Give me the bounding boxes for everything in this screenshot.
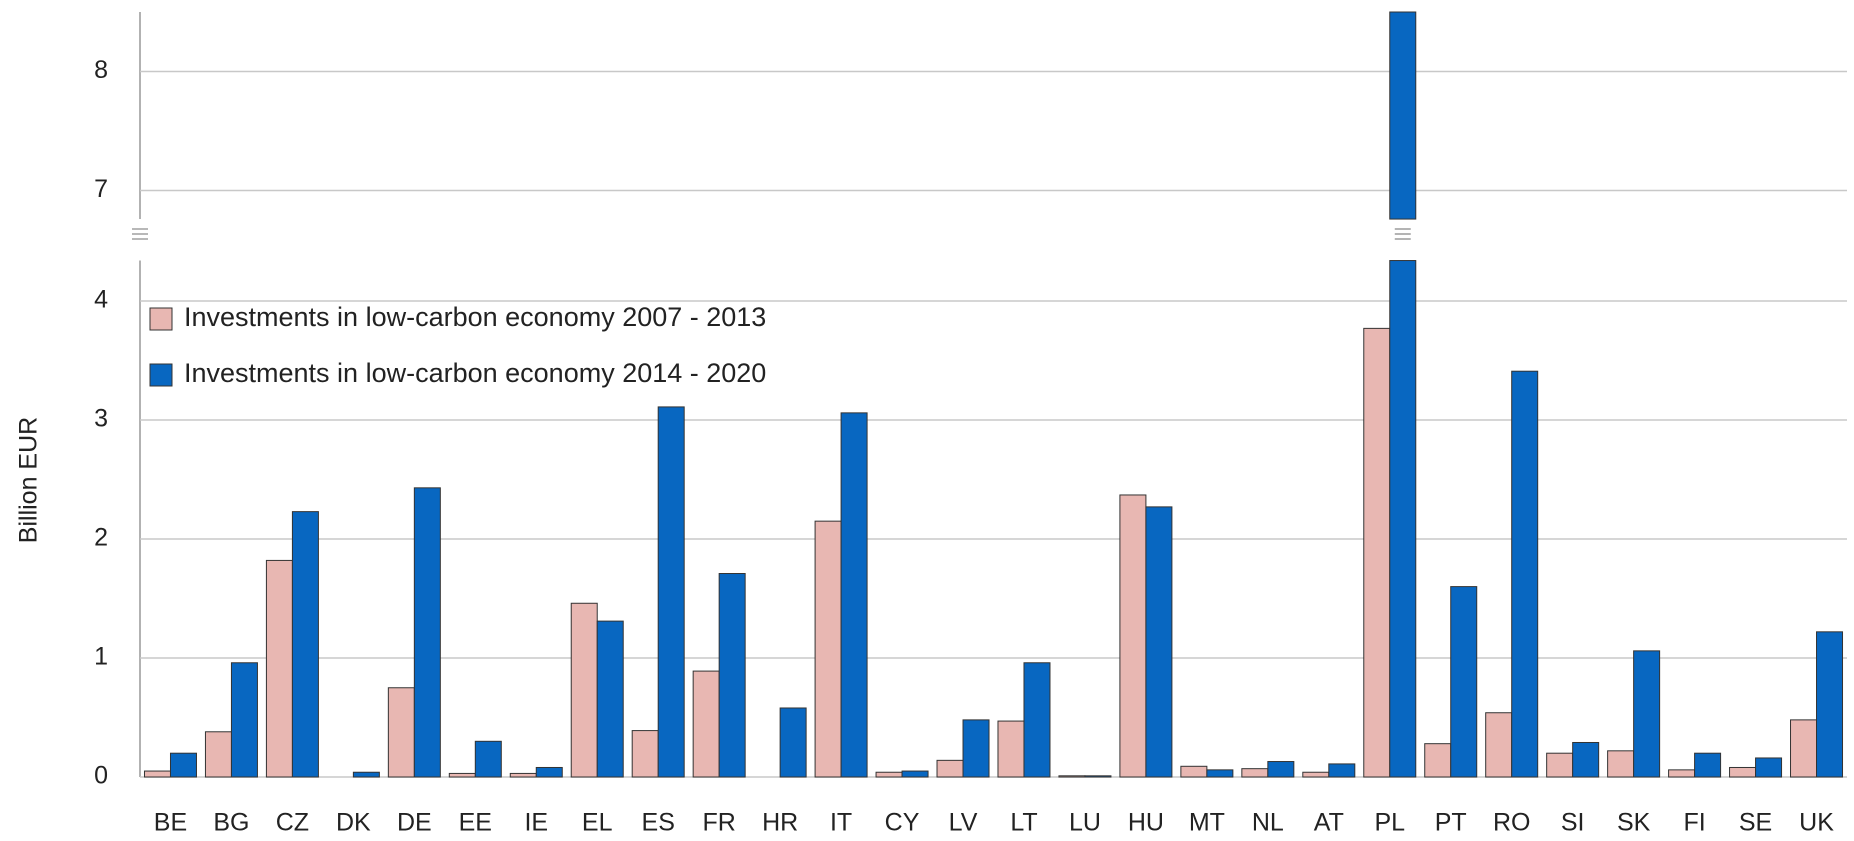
bar bbox=[779, 707, 807, 778]
bar bbox=[1206, 769, 1234, 778]
bar bbox=[535, 766, 563, 778]
bar bbox=[1241, 768, 1269, 778]
x-tick-label: FI bbox=[1683, 809, 1705, 837]
bar bbox=[1607, 750, 1635, 778]
bar bbox=[509, 772, 537, 778]
x-tick-label: NL bbox=[1252, 809, 1284, 837]
bar bbox=[1694, 752, 1722, 778]
x-tick-label: IE bbox=[524, 809, 548, 837]
bar bbox=[169, 752, 197, 778]
y-tick-label: 3 bbox=[94, 405, 108, 433]
x-tick-label: DE bbox=[397, 809, 432, 837]
bar bbox=[1023, 662, 1051, 778]
bar bbox=[962, 719, 990, 778]
bar bbox=[1328, 763, 1356, 778]
bar bbox=[875, 771, 903, 778]
x-tick-label: SI bbox=[1561, 809, 1585, 837]
x-tick-label: HU bbox=[1128, 809, 1164, 837]
bar bbox=[265, 559, 293, 778]
x-tick-label: MT bbox=[1189, 809, 1225, 837]
y-tick-label: 7 bbox=[94, 175, 108, 203]
bar bbox=[291, 511, 319, 778]
x-tick-label: HR bbox=[762, 809, 798, 837]
bar bbox=[1816, 631, 1844, 778]
bar bbox=[413, 487, 441, 778]
x-tick-label: BG bbox=[213, 809, 249, 837]
bar bbox=[657, 406, 685, 778]
bar bbox=[1302, 771, 1330, 778]
y-tick-label: 4 bbox=[94, 286, 108, 314]
x-tick-label: UK bbox=[1799, 809, 1834, 837]
bar bbox=[1511, 370, 1539, 778]
y-tick-label: 1 bbox=[94, 643, 108, 671]
bar bbox=[352, 771, 380, 778]
x-tick-label: PT bbox=[1435, 809, 1467, 837]
bar bbox=[1145, 506, 1173, 778]
x-tick-label: CZ bbox=[276, 809, 309, 837]
bar bbox=[1180, 765, 1208, 778]
bar bbox=[230, 662, 258, 778]
x-tick-label: PL bbox=[1374, 809, 1405, 837]
bar bbox=[596, 620, 624, 778]
legend-swatch bbox=[149, 363, 173, 387]
x-tick-label: EE bbox=[459, 809, 492, 837]
bar bbox=[840, 412, 868, 778]
y-tick-label: 8 bbox=[94, 56, 108, 84]
bar bbox=[936, 759, 964, 778]
legend-label: Investments in low-carbon economy 2007 -… bbox=[184, 302, 766, 332]
bar bbox=[1084, 775, 1112, 778]
bar bbox=[204, 731, 232, 778]
x-tick-label: BE bbox=[154, 809, 187, 837]
x-tick-label: ES bbox=[642, 809, 675, 837]
bar bbox=[1633, 650, 1661, 778]
x-tick-label: LV bbox=[949, 809, 978, 837]
x-tick-label: DK bbox=[336, 809, 371, 837]
bar bbox=[1755, 757, 1783, 778]
bar bbox=[901, 770, 929, 778]
bar bbox=[1389, 260, 1417, 778]
legend-label: Investments in low-carbon economy 2014 -… bbox=[184, 358, 766, 388]
x-tick-label: LT bbox=[1010, 809, 1037, 837]
x-tick-label: SE bbox=[1739, 809, 1772, 837]
bar bbox=[718, 573, 746, 778]
bar bbox=[1424, 743, 1452, 778]
legend-swatch bbox=[149, 307, 173, 331]
bar bbox=[143, 770, 171, 778]
x-tick-label: SK bbox=[1617, 809, 1651, 837]
y-tick-label: 0 bbox=[94, 762, 108, 790]
bar bbox=[1790, 719, 1818, 778]
bar bbox=[1058, 775, 1086, 778]
bar bbox=[1450, 586, 1478, 778]
x-tick-label: FR bbox=[702, 809, 735, 837]
bar bbox=[1389, 11, 1417, 220]
bar bbox=[1267, 761, 1295, 778]
x-tick-label: AT bbox=[1314, 809, 1344, 837]
x-tick-label: RO bbox=[1493, 809, 1531, 837]
y-axis-title: Billion EUR bbox=[15, 417, 43, 543]
bar bbox=[997, 720, 1025, 778]
bar bbox=[448, 772, 476, 778]
y-tick-label: 2 bbox=[94, 524, 108, 552]
bar bbox=[814, 520, 842, 778]
bar bbox=[1572, 741, 1600, 778]
bar bbox=[1546, 752, 1574, 778]
bar bbox=[474, 740, 502, 778]
x-tick-label: CY bbox=[885, 809, 920, 837]
bar bbox=[1363, 327, 1391, 778]
x-tick-label: EL bbox=[582, 809, 613, 837]
x-tick-label: IT bbox=[830, 809, 852, 837]
bar bbox=[1485, 712, 1513, 778]
bar bbox=[570, 602, 598, 778]
bar bbox=[1668, 769, 1696, 778]
bar bbox=[387, 687, 415, 778]
bar bbox=[1119, 494, 1147, 778]
bar bbox=[692, 670, 720, 778]
bar bbox=[1729, 766, 1757, 778]
bar bbox=[631, 730, 659, 778]
x-tick-label: LU bbox=[1069, 809, 1101, 837]
